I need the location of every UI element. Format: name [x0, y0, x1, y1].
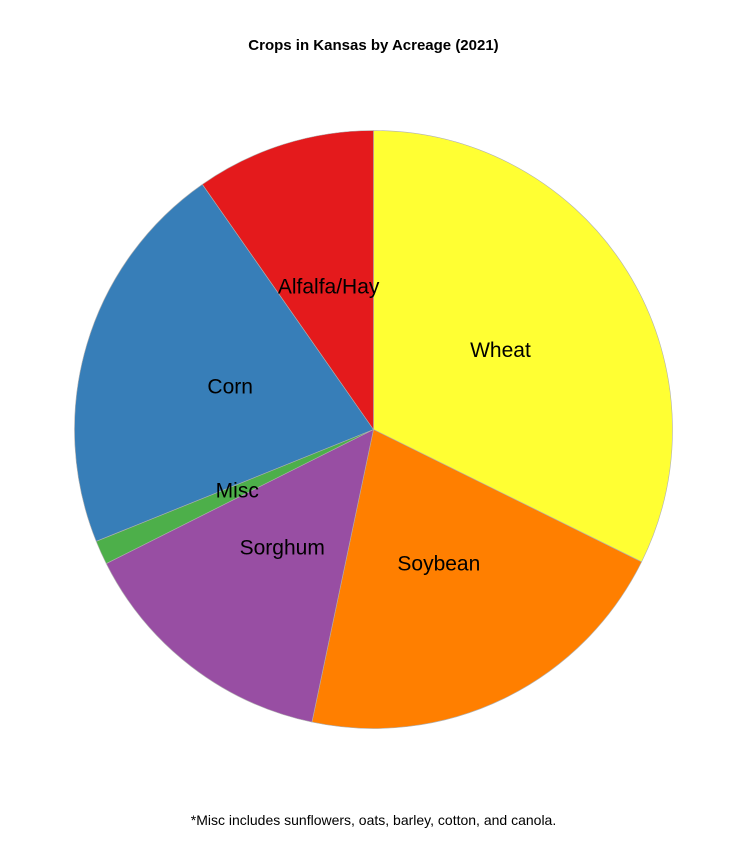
pie-label-wheat: Wheat — [470, 339, 531, 362]
pie-slice-wheat — [373, 130, 673, 563]
pie-slice-corn — [74, 183, 374, 542]
pie-label-corn: Corn — [207, 375, 253, 398]
pie-slice-alfalfa-hay — [201, 130, 374, 431]
pie-label-misc: Misc — [216, 480, 259, 503]
pie-label-soybean: Soybean — [397, 552, 480, 575]
chart-title: Crops in Kansas by Acreage (2021) — [248, 37, 499, 54]
pie-labels: Wheat Soybean Sorghum Misc Corn Alfalfa/Hay — [207, 275, 531, 575]
pie-slices — [74, 130, 673, 729]
pie-slice-soybean — [311, 429, 642, 729]
pie-label-alfalfa-hay: Alfalfa/Hay — [278, 275, 380, 298]
pie-label-sorghum: Sorghum — [240, 536, 325, 559]
chart-footnote: *Misc includes sunflowers, oats, barley,… — [190, 812, 557, 828]
pie-slice-sorghum — [105, 428, 374, 723]
